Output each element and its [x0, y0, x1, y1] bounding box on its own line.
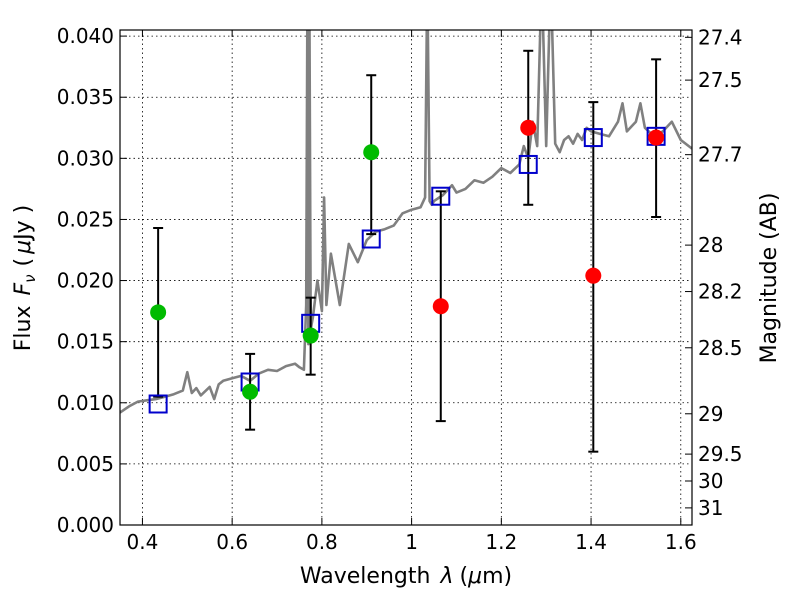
photometry-point	[363, 144, 380, 161]
y2-tick-label: 30	[698, 469, 723, 493]
grid	[120, 30, 692, 526]
x-tick-label: 1	[405, 530, 418, 554]
y2-tick-label: 28	[698, 233, 723, 257]
plot-background	[120, 30, 692, 525]
x-axis-ticks: 0.4 0.6 0.8 1 1.2 1.4 1.6	[127, 30, 697, 554]
photometry-point	[242, 383, 259, 400]
x-tick-label: 0.8	[306, 530, 338, 554]
x-tick-label: 1.6	[665, 530, 697, 554]
y2-tick-label: 29	[698, 402, 723, 426]
y2-tick-label: 28.5	[698, 336, 743, 360]
y-tick-label: 0.035	[57, 85, 114, 109]
y-axis-ticks: 0.000 0.005 0.010 0.015 0.020 0.025 0.030 0.035…	[57, 24, 127, 537]
y-tick-label: 0.015	[57, 330, 114, 354]
y-tick-label: 0.010	[57, 391, 114, 415]
y-axis-label: FluxFν(μJy )	[11, 205, 39, 351]
y2-tick-label: 28.2	[698, 280, 743, 304]
x-axis-label: Wavelength λ (μm)	[300, 564, 512, 589]
model-square-marker	[518, 154, 538, 174]
spectrum-line	[120, 30, 692, 414]
marker-layer	[148, 119, 666, 414]
x-tick-label: 0.4	[127, 530, 159, 554]
photometry-point	[585, 267, 602, 284]
x-tick-label: 1.4	[575, 530, 607, 554]
x-tick-label: 1.2	[485, 530, 517, 554]
photometry-point	[648, 129, 665, 146]
photometry-point	[432, 298, 449, 315]
y2-axis-label: Magnitude (AB)	[757, 193, 782, 364]
photometry-point	[150, 304, 167, 321]
y-tick-label: 0.020	[57, 269, 114, 293]
spectrum-layer	[120, 30, 692, 414]
y-tick-label: 0.025	[57, 207, 114, 231]
y2-tick-label: 29.5	[698, 442, 743, 466]
plot-frame	[119, 29, 693, 526]
model-square-marker	[361, 229, 381, 249]
model-square-marker	[431, 186, 451, 206]
y-tick-label: 0.040	[57, 24, 114, 48]
y-tick-label: 0.005	[57, 452, 114, 476]
y2-tick-label: 27.4	[698, 25, 743, 49]
y-tick-label: 0.000	[57, 513, 114, 537]
y-tick-label: 0.030	[57, 146, 114, 170]
y2-tick-label: 31	[698, 496, 723, 520]
model-square-marker	[583, 128, 603, 148]
photometry-point	[302, 327, 319, 344]
y2-tick-label: 27.5	[698, 68, 743, 92]
photometry-point	[520, 119, 537, 136]
x-tick-label: 0.6	[216, 530, 248, 554]
model-square-marker	[148, 394, 168, 414]
y2-axis-ticks: 27.4 27.5 27.7 28 28.2 28.5 29 29.5 30 31	[685, 25, 743, 520]
y2-tick-label: 27.7	[698, 143, 743, 167]
